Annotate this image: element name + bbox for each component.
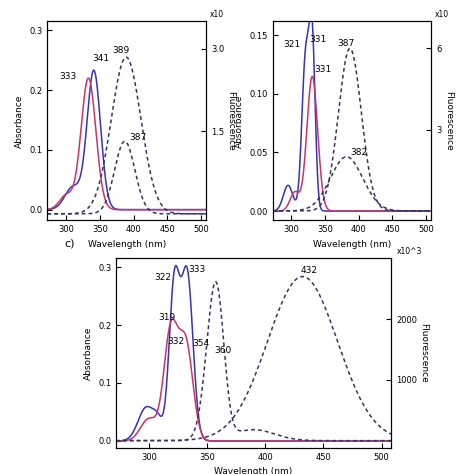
Y-axis label: Absorbance: Absorbance — [15, 94, 24, 147]
Text: 331: 331 — [314, 64, 331, 73]
Y-axis label: Absorbance: Absorbance — [83, 327, 92, 380]
X-axis label: Wavelength (nm): Wavelength (nm) — [88, 240, 166, 249]
Text: 331: 331 — [309, 36, 326, 45]
Text: x10: x10 — [210, 10, 223, 19]
Y-axis label: Fluorescence: Fluorescence — [444, 91, 453, 151]
Text: 387: 387 — [129, 133, 146, 142]
Text: 387: 387 — [337, 39, 355, 48]
Y-axis label: Absorbance: Absorbance — [235, 94, 244, 147]
Y-axis label: Fluorescence: Fluorescence — [419, 323, 428, 383]
Text: 432: 432 — [300, 266, 317, 275]
Text: 341: 341 — [92, 55, 109, 64]
Text: 333: 333 — [60, 73, 77, 82]
Text: 321: 321 — [283, 40, 301, 49]
Text: 382: 382 — [351, 148, 368, 157]
X-axis label: Wavelength (nm): Wavelength (nm) — [313, 240, 391, 249]
Text: c): c) — [64, 239, 74, 249]
Text: 389: 389 — [112, 46, 129, 55]
Text: x10: x10 — [435, 10, 448, 19]
Y-axis label: Fluorescence: Fluorescence — [227, 91, 236, 151]
Text: 333: 333 — [188, 265, 206, 274]
Text: 354: 354 — [192, 339, 209, 348]
X-axis label: Wavelength (nm): Wavelength (nm) — [214, 467, 293, 474]
Text: 360: 360 — [214, 346, 231, 355]
Text: 322: 322 — [155, 273, 172, 282]
Text: 319: 319 — [158, 313, 175, 322]
Text: 332: 332 — [167, 337, 184, 346]
Text: x10^3: x10^3 — [397, 247, 422, 256]
